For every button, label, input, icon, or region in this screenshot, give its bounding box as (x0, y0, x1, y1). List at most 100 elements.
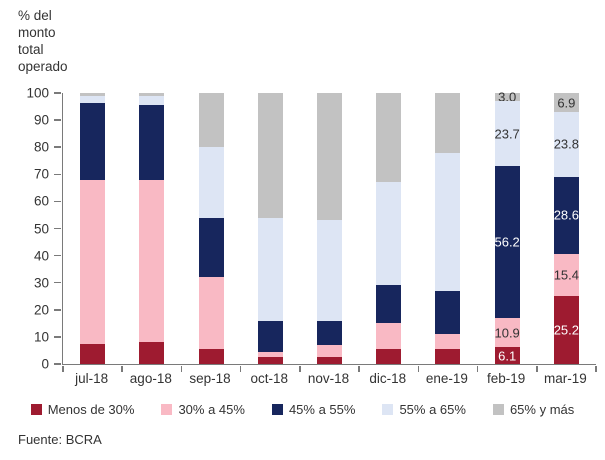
x-label-ago-18: ago-18 (129, 371, 172, 386)
legend-swatch (271, 404, 283, 415)
bar-value-label: 56.2 (494, 234, 520, 250)
bar-segment (376, 182, 402, 286)
y-tick-mark (54, 281, 61, 284)
bar-mar-19: 6.9 23.8 28.6 15.4 25.2 (554, 93, 579, 364)
bar-segment (139, 95, 165, 106)
bar-segment: 25.2 (553, 295, 580, 364)
y-tick-mark (54, 227, 61, 230)
bar-segment (316, 93, 342, 221)
bar-ene-19 (435, 93, 461, 364)
x-axis-labels: jul-18 ago-18 sep-18 oct-18 nov-18 dic-18 ene-… (62, 371, 595, 386)
bar-segment (435, 349, 461, 364)
bar-segment: 23.8 (553, 112, 580, 177)
x-tick-mark (358, 365, 360, 372)
y-tick-label: 70 (33, 166, 49, 182)
bar-value-label: 6.9 (557, 95, 576, 111)
x-label-oct-18: oct-18 (250, 371, 289, 386)
bar-dic-18 (376, 93, 402, 364)
legend-item: 45% a 55% (271, 402, 356, 417)
bar-segment (80, 343, 106, 364)
bars-container: 3.0 23.7 56.2 10.9 6.1 6.9 23.8 28.6 15.4 25.2 (63, 89, 596, 364)
legend: Menos de 30% 30% a 45% 45% a 55% 55% a 65% 6… (0, 402, 605, 417)
legend-label: 30% a 45% (178, 402, 245, 417)
bar-segment (139, 105, 165, 180)
x-label-feb-19: feb-19 (487, 371, 526, 386)
bar-segment: 23.7 (494, 101, 520, 166)
bar-segment (376, 323, 402, 350)
legend-swatch (161, 404, 173, 415)
bar-segment (316, 345, 342, 358)
plot-area: 0 10 20 30 40 50 60 70 80 90 100 3.0 23.7 56.2 10.9 6.… (26, 86, 597, 372)
x-tick-mark (417, 365, 420, 372)
y-tick-mark (54, 173, 61, 176)
legend-label: 55% a 65% (399, 402, 466, 417)
x-label-mar-19: mar-19 (543, 371, 587, 386)
legend-label: 65% y más (509, 402, 575, 417)
bar-segment (435, 290, 461, 335)
bar-segment (80, 93, 106, 96)
bar-value-label: 23.8 (553, 136, 580, 152)
bar-segment (435, 93, 461, 153)
bar-value-label: 23.7 (494, 126, 520, 142)
y-tick-mark (54, 363, 61, 365)
x-label-nov-18: nov-18 (307, 371, 350, 386)
y-tick-label: 90 (33, 112, 49, 128)
bar-segment: 3.0 (494, 89, 520, 105)
bar-segment (198, 147, 224, 218)
bar-segment: 6.9 (553, 93, 579, 113)
legend-label: 45% a 55% (288, 402, 356, 417)
x-tick-mark (180, 365, 183, 372)
bar-ago-18 (139, 93, 165, 364)
bar-value-label: 25.2 (553, 322, 580, 338)
y-tick-label: 100 (26, 85, 49, 101)
bar-segment (316, 220, 342, 321)
bar-value-label: 10.9 (494, 325, 520, 341)
x-label-dic-18: dic-18 (369, 371, 407, 386)
bar-jul-18 (80, 93, 106, 364)
legend-item: 55% a 65% (382, 402, 466, 417)
x-tick-mark (536, 365, 538, 372)
x-tick-mark (476, 365, 479, 372)
x-label-jul-18: jul-18 (75, 371, 109, 386)
y-tick-mark (54, 92, 61, 94)
bar-segment (257, 93, 283, 218)
y-tick-label: 50 (33, 221, 49, 236)
y-tick-label: 20 (33, 302, 49, 318)
bar-segment (257, 320, 283, 352)
legend-swatch (492, 404, 504, 415)
bar-segment (139, 342, 165, 364)
bar-segment (376, 285, 402, 324)
bar-segment: 28.6 (553, 176, 580, 254)
bar-segment (435, 152, 461, 291)
legend-item: 65% y más (492, 402, 575, 417)
bar-value-label: 3.0 (498, 89, 517, 105)
legend-label: Menos de 30% (47, 402, 135, 417)
bar-segment (198, 349, 224, 364)
x-tick-mark (595, 365, 597, 372)
legend-item: 30% a 45% (161, 402, 245, 417)
source-note: Fuente: BCRA (18, 432, 102, 447)
legend-swatch (382, 404, 394, 415)
bar-segment (198, 93, 224, 148)
bar-segment (435, 334, 461, 350)
bar-segment (316, 357, 342, 364)
x-label-ene-19: ene-19 (425, 371, 468, 386)
y-tick-label: 30 (33, 275, 49, 291)
y-tick-label: 0 (41, 356, 49, 372)
bar-segment (376, 93, 402, 183)
bar-segment (139, 179, 165, 343)
y-tick-mark (54, 146, 61, 148)
bar-segment (257, 217, 283, 321)
y-tick-label: 10 (33, 329, 49, 345)
bar-value-label: 28.6 (553, 207, 580, 223)
bar-value-label: 15.4 (553, 267, 580, 283)
y-tick-mark (54, 336, 61, 338)
x-tick-mark (299, 365, 301, 372)
y-tick-mark (54, 309, 61, 311)
bar-segment (80, 102, 106, 180)
y-tick-label: 80 (33, 139, 49, 155)
x-label-sep-18: sep-18 (189, 371, 231, 386)
bar-segment (376, 349, 402, 364)
legend-swatch (30, 404, 42, 415)
